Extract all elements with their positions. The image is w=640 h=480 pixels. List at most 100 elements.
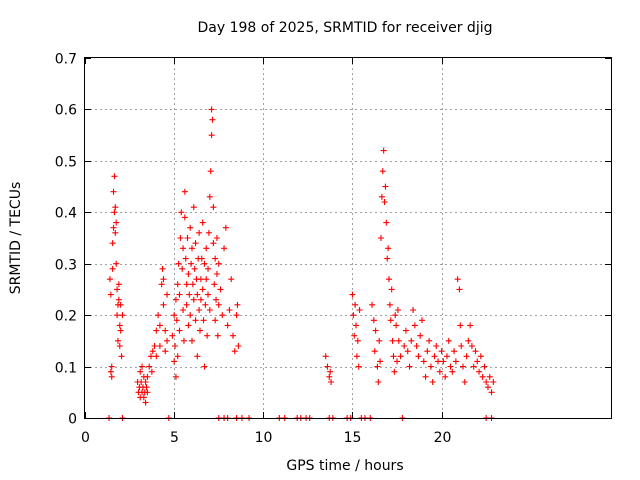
data-point [186,291,193,298]
data-point [172,343,179,349]
data-point [214,332,221,339]
data-point [191,265,198,272]
data-point [468,343,475,349]
data-points [106,106,497,421]
data-point [187,224,194,231]
data-point [387,317,394,324]
data-point [199,286,206,293]
data-point [221,245,228,252]
data-point [481,363,488,370]
data-point [112,204,119,211]
data-point [371,348,378,355]
data-point [443,353,450,360]
data-point [328,379,335,385]
data-point [202,301,209,308]
data-point [353,322,360,329]
data-point [350,312,357,319]
data-point [213,296,220,303]
data-point [173,317,180,324]
data-point [113,219,120,226]
data-point [197,276,204,283]
data-point [181,188,188,195]
data-point [156,343,163,349]
data-point [454,276,461,283]
data-point [111,209,118,216]
data-point [353,353,360,360]
data-point [234,301,241,308]
data-point [229,332,236,339]
data-point [187,312,194,319]
data-point [149,348,156,355]
data-point [375,379,382,385]
data-point [369,301,376,308]
data-point [144,373,151,380]
data-point [401,343,408,349]
data-point [417,332,424,339]
data-point [185,322,192,329]
data-point [484,384,491,391]
data-point [385,245,392,252]
data-point [118,353,125,360]
data-point [226,307,233,313]
data-point [386,276,393,283]
data-point [171,358,178,365]
data-point [162,327,169,334]
y-tick-label: 0.1 [55,361,77,377]
data-point [420,358,427,365]
data-point [217,286,224,293]
data-point [393,322,400,329]
data-point [374,363,381,370]
data-point [180,245,187,252]
data-point [205,291,212,298]
data-point [402,327,409,334]
data-point [457,322,464,329]
data-point [467,322,474,329]
data-point [206,193,213,200]
data-point [418,317,425,324]
data-point [386,301,393,308]
data-point [354,337,361,344]
y-tick-label: 0.5 [55,155,77,171]
data-point [179,265,186,272]
data-point [435,358,442,365]
chart-title: Day 198 of 2025, SRMTID for receiver dji… [198,20,493,36]
data-point [177,235,184,241]
data-point [406,363,413,370]
data-point [352,301,359,308]
y-tick-label: 0 [68,412,77,428]
data-point [440,358,447,365]
data-point [349,291,356,298]
data-point [447,363,454,370]
data-point [188,337,195,344]
data-point [474,358,481,365]
data-point [153,327,160,334]
data-point [477,353,484,360]
data-point [172,296,179,303]
data-point [408,337,415,344]
data-point [181,214,188,221]
data-point [151,343,158,349]
data-point [185,271,192,277]
data-point [394,358,401,365]
data-point [205,229,212,236]
data-point [426,337,433,344]
data-point [176,291,183,298]
x-tick-label: 10 [255,430,273,446]
data-point [394,307,401,313]
data-point [384,255,391,262]
data-point [212,255,219,262]
data-point [194,291,201,298]
data-point [213,235,220,241]
data-point [183,301,190,308]
data-point [231,348,238,355]
data-point [445,337,452,344]
data-point [146,363,153,370]
data-point [451,348,458,355]
data-point [106,276,113,283]
grid-lines [85,58,611,418]
data-point [147,353,154,360]
data-point [372,327,379,334]
data-point [389,337,396,344]
data-point [108,363,115,370]
data-point [351,332,358,339]
